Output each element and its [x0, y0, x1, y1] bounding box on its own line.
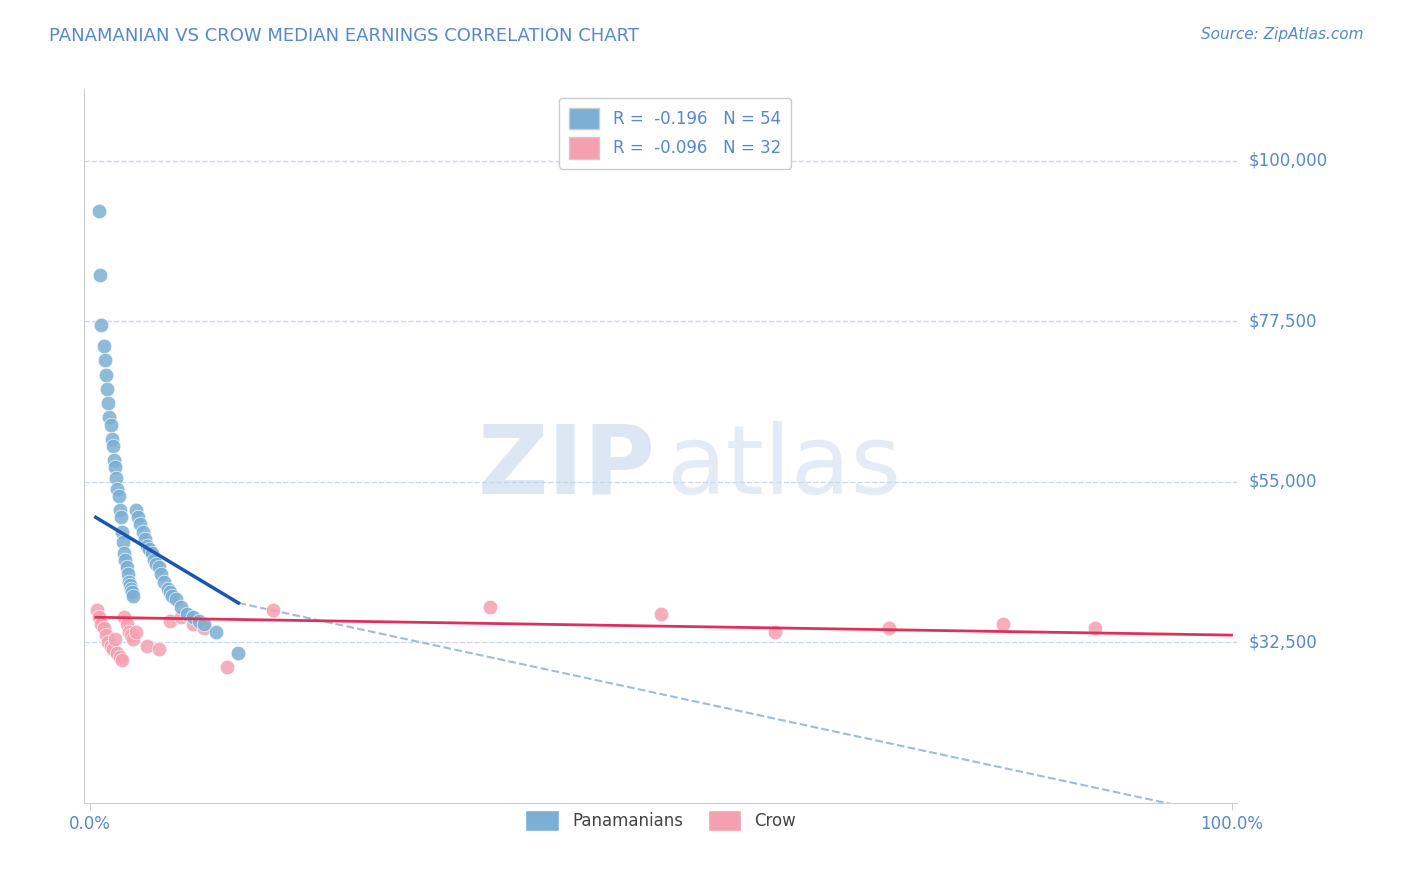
Point	[134, 532, 156, 546]
Point	[181, 617, 204, 632]
Point	[478, 599, 501, 614]
Point	[115, 617, 138, 632]
Point	[100, 432, 122, 446]
Point	[122, 589, 145, 603]
Point	[176, 607, 198, 621]
Point	[105, 471, 128, 485]
Point	[104, 632, 127, 646]
Point	[94, 368, 117, 382]
Point	[89, 203, 111, 218]
Point	[187, 614, 209, 628]
Text: Source: ZipAtlas.com: Source: ZipAtlas.com	[1201, 27, 1364, 42]
Point	[127, 510, 149, 524]
Point	[94, 353, 117, 368]
Point	[215, 660, 238, 674]
Point	[90, 318, 112, 332]
Point	[112, 546, 135, 560]
Point	[100, 639, 122, 653]
Point	[162, 589, 184, 603]
Point	[98, 410, 121, 425]
Point	[143, 553, 166, 567]
Point	[262, 603, 284, 617]
Point	[108, 649, 131, 664]
Point	[193, 621, 215, 635]
Point	[153, 574, 176, 589]
Point	[125, 624, 148, 639]
Point	[97, 396, 120, 410]
Point	[204, 624, 226, 639]
Point	[138, 542, 160, 557]
Text: $32,500: $32,500	[1249, 633, 1317, 651]
Point	[120, 628, 142, 642]
Legend: Panamanians, Crow: Panamanians, Crow	[519, 804, 803, 838]
Point	[115, 560, 138, 574]
Point	[170, 610, 193, 624]
Point	[650, 607, 672, 621]
Point	[86, 603, 108, 617]
Point	[165, 592, 187, 607]
Point	[107, 646, 129, 660]
Point	[763, 624, 786, 639]
Point	[149, 567, 172, 582]
Point	[129, 517, 152, 532]
Point	[111, 653, 134, 667]
Point	[107, 482, 129, 496]
Point	[93, 339, 115, 353]
Point	[1084, 621, 1107, 635]
Point	[136, 639, 159, 653]
Point	[141, 546, 163, 560]
Text: atlas: atlas	[666, 421, 901, 514]
Point	[94, 628, 117, 642]
Point	[100, 417, 122, 432]
Text: $100,000: $100,000	[1249, 152, 1327, 169]
Point	[136, 539, 159, 553]
Point	[97, 635, 120, 649]
Point	[993, 617, 1015, 632]
Point	[148, 642, 170, 657]
Point	[228, 646, 250, 660]
Point	[89, 268, 111, 282]
Point	[111, 524, 134, 539]
Point	[125, 503, 148, 517]
Point	[117, 567, 139, 582]
Point	[159, 614, 181, 628]
Point	[104, 460, 127, 475]
Point	[112, 535, 135, 549]
Point	[120, 582, 142, 596]
Point	[148, 560, 170, 574]
Point	[131, 524, 153, 539]
Point	[156, 582, 179, 596]
Point	[145, 557, 167, 571]
Point	[112, 610, 135, 624]
Point	[103, 453, 125, 467]
Text: $55,000: $55,000	[1249, 473, 1317, 491]
Point	[110, 510, 132, 524]
Point	[107, 489, 129, 503]
Point	[181, 610, 204, 624]
Point	[108, 503, 131, 517]
Point	[101, 439, 124, 453]
Text: $77,500: $77,500	[1249, 312, 1317, 330]
Point	[101, 642, 124, 657]
Point	[93, 621, 115, 635]
Point	[193, 617, 215, 632]
Text: PANAMANIAN VS CROW MEDIAN EARNINGS CORRELATION CHART: PANAMANIAN VS CROW MEDIAN EARNINGS CORRE…	[49, 27, 640, 45]
Point	[90, 617, 112, 632]
Point	[121, 585, 143, 599]
Point	[877, 621, 900, 635]
Point	[96, 382, 118, 396]
Point	[89, 610, 111, 624]
Point	[114, 553, 136, 567]
Point	[118, 574, 141, 589]
Point	[122, 632, 145, 646]
Point	[118, 578, 141, 592]
Text: ZIP: ZIP	[477, 421, 655, 514]
Point	[170, 599, 193, 614]
Point	[118, 624, 141, 639]
Point	[159, 585, 181, 599]
